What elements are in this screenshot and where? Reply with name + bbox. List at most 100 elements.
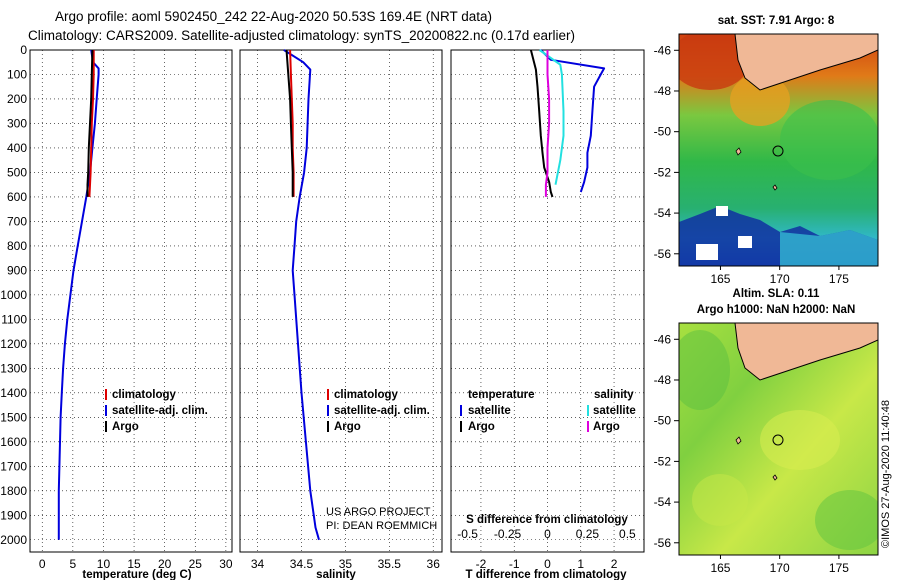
x-tick-label: 10 xyxy=(97,557,111,571)
sla-argo-position-marker xyxy=(772,434,784,446)
y-tick-label: 0 xyxy=(20,43,27,57)
difference-legend: temperature salinity satellite Argo sate… xyxy=(460,389,636,433)
salinity-legend: climatology satellite-adj. clim. Argo xyxy=(327,389,430,433)
x-tick-label-secondary: 0.5 xyxy=(619,527,636,541)
x-tick-label: -2 xyxy=(476,557,487,571)
sst-nodata-patch xyxy=(738,236,752,248)
series-line-salinity-satellite xyxy=(538,49,565,185)
sla-patch xyxy=(692,474,748,526)
sla-patch xyxy=(815,490,878,550)
credit-line2: PI: DEAN ROEMMICH xyxy=(326,520,437,532)
legend-satellite-label: satellite-adj. clim. xyxy=(112,405,208,417)
sla-map-frame xyxy=(678,322,879,556)
temperature-panel: 0 5 10 15 20 25 30 0 100 200 300 400 500 600 700 800 90… xyxy=(0,43,233,580)
sst-warm-patch xyxy=(679,34,750,90)
sst-island xyxy=(735,147,742,156)
legend-argo-label: Argo xyxy=(112,421,139,433)
t-difference-axis-label: T difference from climatology xyxy=(465,569,627,580)
lat-tick-label: -56 xyxy=(654,247,672,261)
sla-patch xyxy=(679,330,730,410)
temperature-axis-label: temperature (deg C) xyxy=(82,569,191,580)
x-tick-label: -1 xyxy=(509,557,520,571)
y-tick-label: 100 xyxy=(7,67,27,81)
lat-tick-label: -54 xyxy=(654,495,672,509)
legend-temp-argo-label: Argo xyxy=(468,421,495,433)
y-tick-label: 1000 xyxy=(0,288,27,302)
lat-tick-label: -50 xyxy=(654,125,672,139)
series-line-temperature-argo xyxy=(529,49,554,198)
legend-sal-satellite-label: satellite xyxy=(593,405,636,417)
y-tick-label: 2000 xyxy=(0,533,27,547)
lat-tick-label: -46 xyxy=(654,332,672,346)
y-tick-label: 1800 xyxy=(0,484,27,498)
x-tick-label-secondary: -0.25 xyxy=(494,527,522,541)
y-tick-label: 500 xyxy=(7,165,27,179)
sst-orange-patch xyxy=(730,74,790,126)
series-line-satellite-adj-clim- xyxy=(57,49,100,540)
y-tick-label: 1700 xyxy=(0,459,27,473)
sst-argo-position-marker xyxy=(772,145,784,157)
x-tick-label: 0 xyxy=(544,557,551,571)
sla-map: Altim. SLA: 0.11 Argo h1000: NaN h2000: … xyxy=(654,288,879,575)
y-tick-label: 1400 xyxy=(0,386,27,400)
sst-nodata-patch xyxy=(716,206,728,216)
series-line-argo xyxy=(86,49,94,197)
x-tick-label: 25 xyxy=(189,557,203,571)
y-tick-label: 1300 xyxy=(0,361,27,375)
header-title-line2: Climatology: CARS2009. Satellite-adjuste… xyxy=(28,28,575,43)
y-tick-label: 1100 xyxy=(1,312,27,326)
series-line-temperature-satellite xyxy=(540,49,606,193)
y-tick-label: 1900 xyxy=(0,508,27,522)
y-tick-label: 200 xyxy=(7,92,27,106)
y-tick-label: 700 xyxy=(7,214,27,228)
sst-map-title: sat. SST: 7.91 Argo: 8 xyxy=(718,15,835,27)
sst-green-patch xyxy=(780,100,878,180)
y-tick-label: 400 xyxy=(7,141,27,155)
x-tick-label: 36 xyxy=(427,557,441,571)
x-tick-label: 34 xyxy=(251,557,265,571)
legend-temp-satellite-label: satellite xyxy=(468,405,511,417)
sla-map-title-line1: Altim. SLA: 0.11 xyxy=(733,288,821,300)
lon-tick-label: 165 xyxy=(710,561,730,575)
lat-tick-label: -52 xyxy=(654,165,672,179)
x-tick-label: 34.5 xyxy=(290,557,314,571)
sst-map-frame xyxy=(678,33,879,267)
temperature-panel-frame xyxy=(29,49,233,553)
credit-line1: US ARGO PROJECT xyxy=(326,506,431,518)
lat-tick-label: -48 xyxy=(654,84,672,98)
x-tick-label: 15 xyxy=(127,557,141,571)
x-tick-label: 35 xyxy=(339,557,353,571)
y-tick-label: 900 xyxy=(7,263,27,277)
sla-map-title-line2: Argo h1000: NaN h2000: NaN xyxy=(697,304,856,316)
x-tick-label: 20 xyxy=(158,557,172,571)
salinity-panel-frame xyxy=(239,49,443,553)
header-title-line1: Argo profile: aoml 5902450_242 22-Aug-20… xyxy=(55,9,492,24)
imos-watermark: ©IMOS 27-Aug-2020 11:40:48 xyxy=(880,400,892,548)
legend-salinity-title: salinity xyxy=(594,389,634,401)
x-tick-label: 0 xyxy=(39,557,46,571)
y-tick-label: 600 xyxy=(7,190,27,204)
sst-cyan-patch xyxy=(780,230,878,266)
lat-tick-label: -46 xyxy=(654,43,672,57)
salinity-axis-label: salinity xyxy=(316,569,356,580)
sst-nodata-patch xyxy=(696,244,718,260)
sst-coast-land xyxy=(734,34,878,91)
lat-tick-label: -54 xyxy=(654,206,672,220)
sst-map: sat. SST: 7.91 Argo: 8 -46 -48 -50 -52 -54 -5… xyxy=(654,15,879,286)
sla-patch xyxy=(760,410,840,470)
y-tick-label: 1600 xyxy=(0,435,27,449)
lon-tick-label: 175 xyxy=(829,561,849,575)
legend-satellite-label: satellite-adj. clim. xyxy=(334,405,430,417)
sla-island xyxy=(735,436,742,445)
y-tick-label: 1200 xyxy=(0,337,27,351)
legend-temperature-title: temperature xyxy=(468,389,534,401)
x-tick-label: 2 xyxy=(611,557,618,571)
lat-tick-label: -52 xyxy=(654,454,672,468)
salinity-panel: 34 34.5 35 35.5 36 salinity climatology sate… xyxy=(239,49,443,580)
lon-tick-label: 165 xyxy=(710,272,730,286)
lon-tick-label: 170 xyxy=(770,561,790,575)
series-line-salinity-argo xyxy=(544,50,551,197)
legend-argo-label: Argo xyxy=(334,421,361,433)
y-tick-label: 300 xyxy=(7,116,27,130)
